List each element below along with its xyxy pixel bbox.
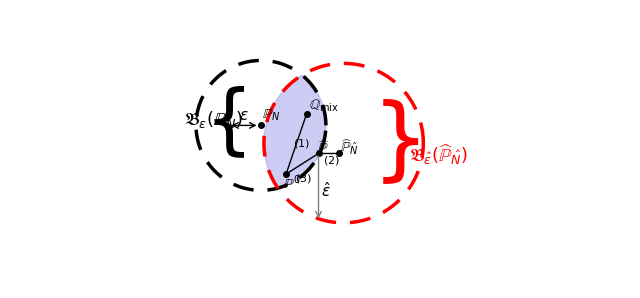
Text: $\{$: $\{$ [204, 85, 244, 160]
Text: $\}$: $\}$ [371, 99, 419, 187]
Text: $\mathfrak{B}_{\varepsilon}(\mathbb{P}_N)$: $\mathfrak{B}_{\varepsilon}(\mathbb{P}_N… [184, 109, 243, 130]
Text: $\widehat{\mathbb{P}}$: $\widehat{\mathbb{P}}$ [317, 139, 330, 156]
Text: $\varepsilon$: $\varepsilon$ [239, 108, 248, 122]
Text: $(2)$: $(2)$ [323, 154, 340, 167]
Text: $(3)$: $(3)$ [295, 172, 312, 185]
Text: $\mathbb{Q}_{\mathrm{mix}}$: $\mathbb{Q}_{\mathrm{mix}}$ [309, 98, 339, 114]
Text: $\hat{\varepsilon}$: $\hat{\varepsilon}$ [321, 181, 332, 200]
Text: $\widehat{\mathbb{P}}_{\hat{N}}$: $\widehat{\mathbb{P}}_{\hat{N}}$ [340, 138, 359, 157]
Text: $\mathfrak{B}_{\hat{\varepsilon}}(\widehat{\mathbb{P}}_{\hat{N}})$: $\mathfrak{B}_{\hat{\varepsilon}}(\wideh… [408, 143, 468, 167]
Text: $(1)$: $(1)$ [293, 136, 310, 150]
Text: $\mathbb{P}^0$: $\mathbb{P}^0$ [283, 174, 301, 192]
Polygon shape [264, 75, 326, 188]
Text: $\mathbb{P}_N$: $\mathbb{P}_N$ [262, 107, 281, 123]
